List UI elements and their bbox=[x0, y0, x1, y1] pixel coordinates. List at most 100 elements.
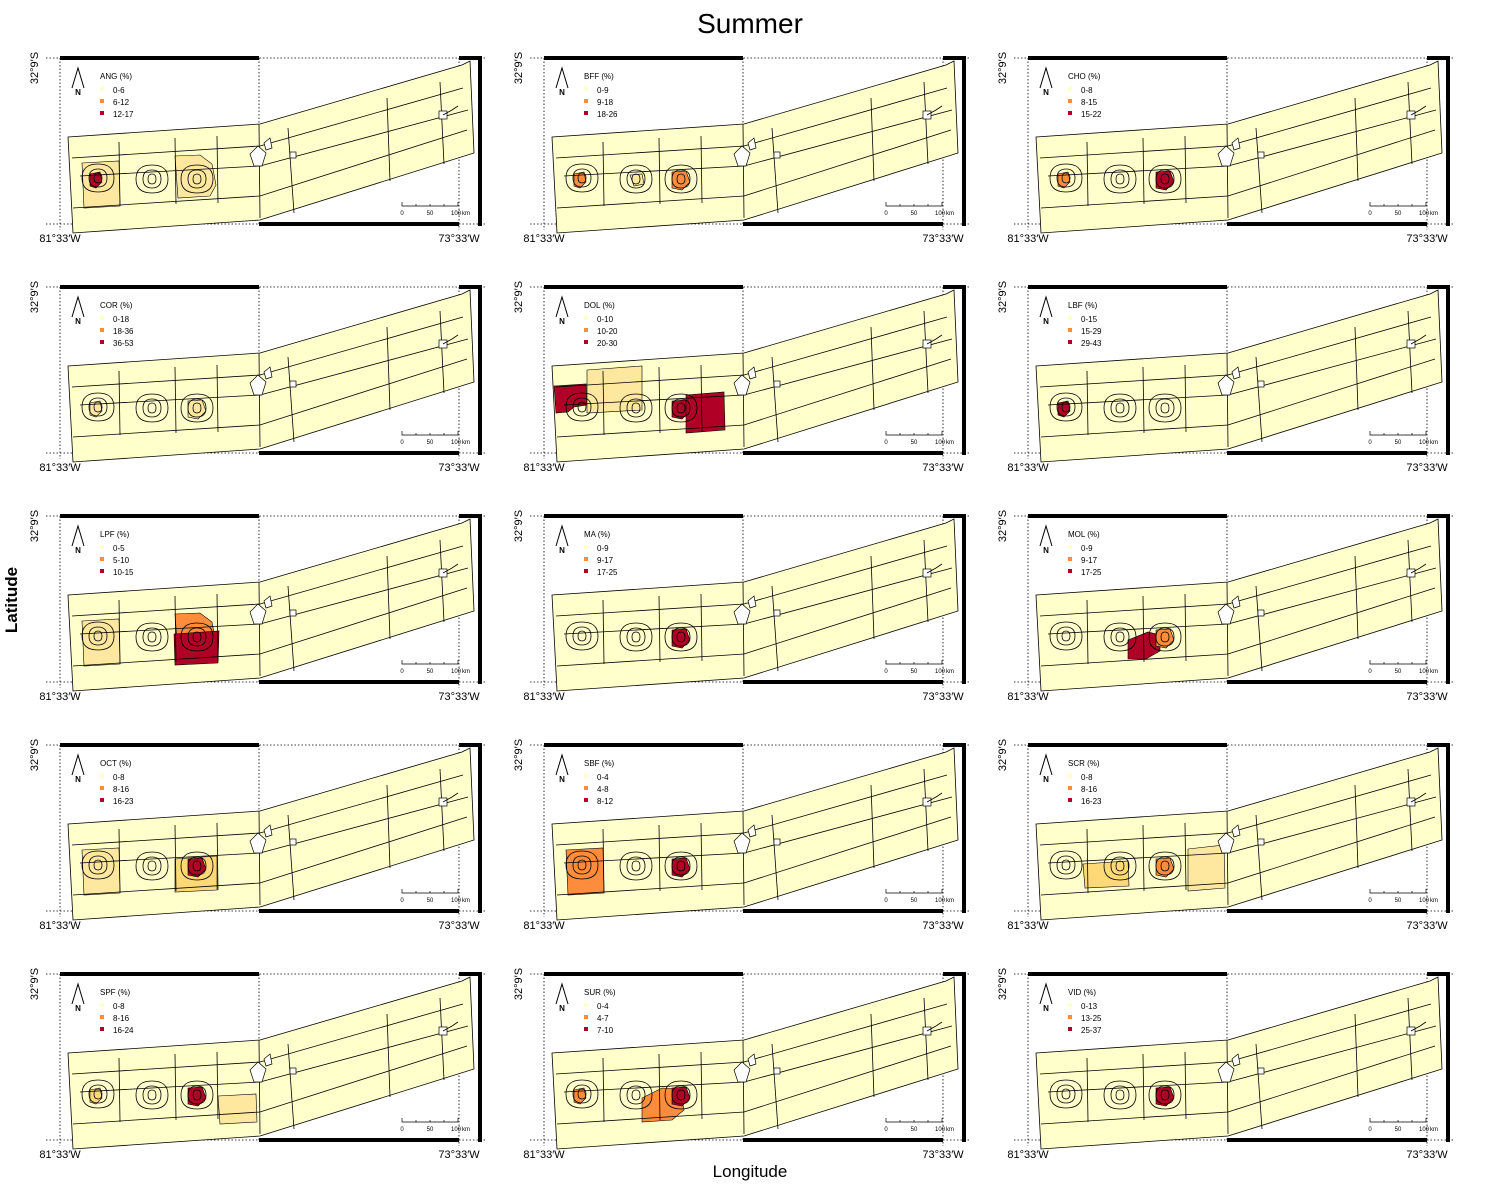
scale-unit: km bbox=[946, 1127, 954, 1133]
scale-bar: 0 50 100 km bbox=[400, 1118, 470, 1133]
north-arrow-icon: N bbox=[1039, 524, 1053, 555]
lon-right-label: 73°33′W bbox=[438, 462, 480, 474]
contour-ring bbox=[187, 627, 207, 647]
border-top-segment bbox=[544, 514, 743, 518]
grid-line bbox=[700, 1051, 703, 1120]
scale-unit: km bbox=[462, 898, 470, 904]
scale-tick: 50 bbox=[911, 440, 918, 446]
lat-top-label: 32°9′S bbox=[997, 52, 1009, 84]
contour-ring bbox=[565, 1079, 599, 1109]
scale-tick: 0 bbox=[1368, 1127, 1372, 1133]
grid-line bbox=[118, 141, 121, 207]
scale-bar: 0 50 100 km bbox=[1368, 660, 1438, 675]
contour-ring bbox=[671, 856, 691, 876]
border-top-segment bbox=[1028, 56, 1227, 60]
border-top-segment bbox=[544, 285, 743, 289]
grid-line bbox=[439, 997, 445, 1081]
legend-label: 0-8 bbox=[1081, 86, 1093, 95]
contour-ring bbox=[619, 622, 653, 652]
grid-line bbox=[287, 1043, 295, 1130]
scale-bar-line bbox=[885, 1118, 943, 1123]
coast-line bbox=[926, 792, 943, 803]
lon-left-label: 81°33′W bbox=[39, 462, 81, 474]
contour-ring bbox=[1049, 850, 1083, 880]
legend-swatch bbox=[1068, 786, 1072, 790]
scale-bar: 0 50 100 km bbox=[400, 431, 470, 446]
border-top-segment bbox=[60, 514, 259, 518]
legend-label: 4-8 bbox=[597, 785, 609, 794]
contour-ring bbox=[81, 621, 115, 651]
map-panel-lpf: N LPF (%) 0-5 5-10 10-15 0 50 100 km 81°33′W 73°33… bbox=[29, 510, 486, 703]
legend-swatch bbox=[1068, 111, 1072, 115]
contour-ring bbox=[572, 397, 592, 417]
grid-line bbox=[1039, 1003, 1432, 1075]
island bbox=[747, 366, 757, 380]
grid-line bbox=[1226, 810, 1229, 906]
grid-line bbox=[658, 1053, 661, 1121]
border-right bbox=[1446, 56, 1450, 226]
legend-swatch bbox=[584, 774, 588, 778]
contour-ring bbox=[664, 393, 698, 423]
legend-title: COR (%) bbox=[100, 301, 133, 310]
legend-swatch bbox=[584, 1027, 588, 1031]
island bbox=[1217, 374, 1235, 396]
island bbox=[263, 366, 273, 380]
island bbox=[1231, 595, 1241, 609]
scale-tick: 100 bbox=[1419, 211, 1430, 217]
island bbox=[1217, 603, 1235, 625]
lon-left-label: 81°33′W bbox=[1007, 1149, 1049, 1161]
island bbox=[747, 595, 757, 609]
legend-label: 8-12 bbox=[597, 797, 614, 806]
grid-line bbox=[870, 555, 875, 640]
island bbox=[747, 824, 757, 838]
legend-label: 8-16 bbox=[113, 1014, 130, 1023]
north-arrow-icon: N bbox=[1039, 982, 1053, 1013]
grid-line bbox=[1142, 824, 1145, 892]
scale-tick: 0 bbox=[884, 669, 888, 675]
zone-ptC bbox=[1155, 170, 1175, 191]
contour-ring bbox=[1148, 164, 1182, 194]
island bbox=[1257, 151, 1265, 159]
grid-line bbox=[174, 824, 177, 892]
lon-left-label: 81°33′W bbox=[1007, 233, 1049, 245]
coast-line bbox=[926, 105, 943, 116]
legend-swatch bbox=[584, 798, 588, 802]
contour-ring bbox=[192, 631, 202, 643]
contour-ring bbox=[88, 855, 108, 875]
border-bottom-segment bbox=[259, 222, 459, 226]
legend-swatch bbox=[584, 545, 588, 549]
legend-label: 18-36 bbox=[113, 327, 134, 336]
north-arrow-shape bbox=[1039, 524, 1053, 547]
north-arrow-shape bbox=[71, 753, 85, 776]
border-right bbox=[478, 56, 482, 226]
lat-top-label: 32°9′S bbox=[997, 281, 1009, 313]
border-top-segment bbox=[459, 285, 480, 289]
legend-swatch bbox=[1068, 1003, 1072, 1007]
island bbox=[249, 145, 267, 167]
island bbox=[249, 603, 267, 625]
border-top-segment bbox=[1427, 285, 1448, 289]
contour-ring bbox=[1056, 397, 1076, 417]
grid-line bbox=[118, 1057, 121, 1123]
lat-top-label: 32°9′S bbox=[29, 739, 41, 771]
contour-ring bbox=[1061, 1088, 1071, 1100]
border-bottom-segment bbox=[743, 222, 943, 226]
grid-line bbox=[386, 97, 391, 182]
border-bottom-segment bbox=[1227, 1138, 1427, 1142]
north-arrow-shape bbox=[1039, 66, 1053, 89]
grid-line bbox=[700, 364, 703, 433]
legend-swatch bbox=[584, 569, 588, 573]
contour-ring bbox=[626, 169, 646, 189]
north-label: N bbox=[75, 1004, 81, 1013]
contour-ring bbox=[1110, 856, 1130, 876]
grid-line bbox=[742, 1039, 745, 1135]
contour-ring bbox=[1049, 163, 1083, 193]
legend-label: 17-25 bbox=[1081, 568, 1102, 577]
contour-ring bbox=[1061, 172, 1071, 184]
legend-swatch bbox=[100, 786, 104, 790]
legend-swatch bbox=[1068, 87, 1072, 91]
scale-bar: 0 50 100 km bbox=[884, 889, 954, 904]
grid-line bbox=[1407, 997, 1413, 1081]
scale-unit: km bbox=[1430, 1127, 1438, 1133]
contour-ring bbox=[192, 402, 202, 414]
